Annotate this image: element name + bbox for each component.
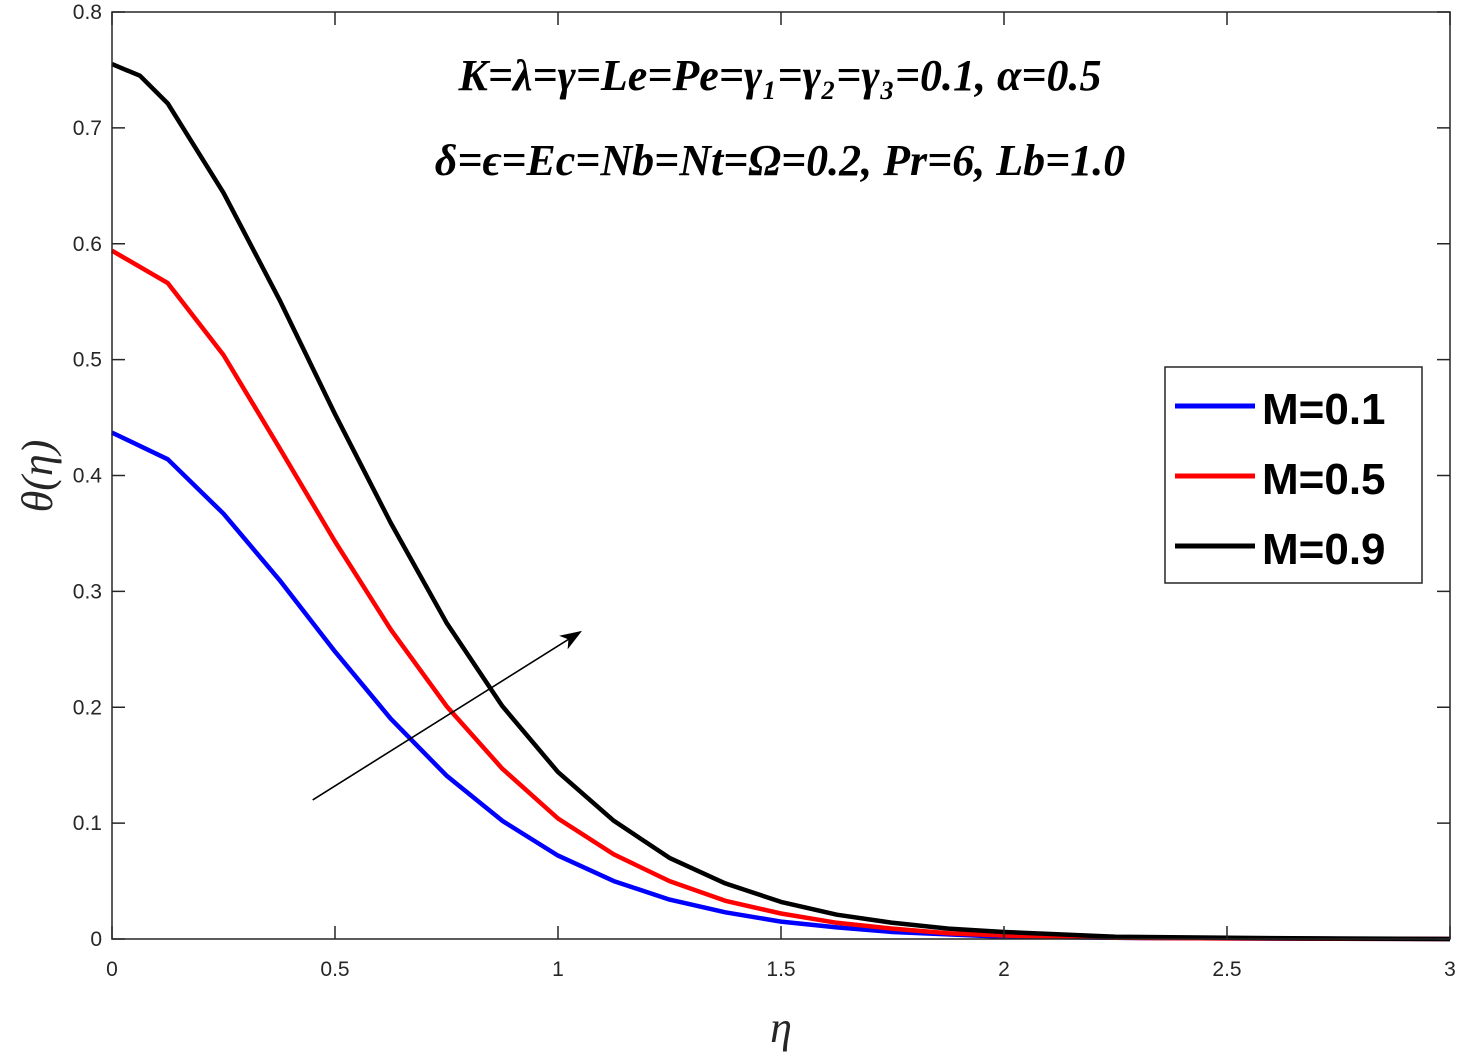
parameter-annotation-line-2: δ=ϵ=Ec=Nb=Nt=Ω=0.2, Pr=6, Lb=1.0: [435, 136, 1125, 185]
y-tick-label: 0: [90, 928, 102, 951]
y-tick-label: 0.7: [73, 117, 102, 140]
legend-label-m-0-1: M=0.1: [1262, 385, 1386, 434]
tick-layer: 0 0.5 1 1.5 2 2.5 3 0 0.1 0.2 0.3 0.4 0.5 0.6 0.7 0.8: [73, 1, 1456, 981]
series-line-m-0-9: [111, 62, 1451, 942]
y-tick-label: 0.1: [73, 812, 102, 835]
y-axis-label: θ(η): [13, 440, 62, 513]
x-axis-label: η: [770, 1003, 792, 1052]
increase-arrow: [312, 630, 582, 801]
legend-label-m-0-9: M=0.9: [1262, 525, 1386, 574]
y-tick-label: 0.2: [73, 696, 102, 719]
x-tick-label: 0.5: [320, 958, 349, 981]
x-tick-label: 2.5: [1212, 958, 1241, 981]
y-tick-label: 0.8: [73, 1, 102, 24]
x-tick-label: 1.5: [766, 958, 795, 981]
x-tick-label: 3: [1444, 958, 1456, 981]
y-tick-label: 0.4: [73, 465, 103, 488]
legend: M=0.1 M=0.5 M=0.9: [1164, 366, 1423, 584]
x-tick-label: 0: [106, 958, 118, 981]
x-tick-label: 2: [998, 958, 1010, 981]
parameter-annotation-line-1: K=λ=γ=Le=Pe=γ₁=γ₂=γ₃=0.1, α=0.5: [458, 51, 1102, 100]
y-tick-label: 0.6: [73, 233, 102, 256]
series-layer: [110, 62, 1451, 942]
y-tick-label: 0.5: [73, 349, 102, 372]
legend-label-m-0-5: M=0.5: [1262, 455, 1386, 504]
x-tick-label: 1: [552, 958, 564, 981]
y-tick-label: 0.3: [73, 580, 102, 603]
